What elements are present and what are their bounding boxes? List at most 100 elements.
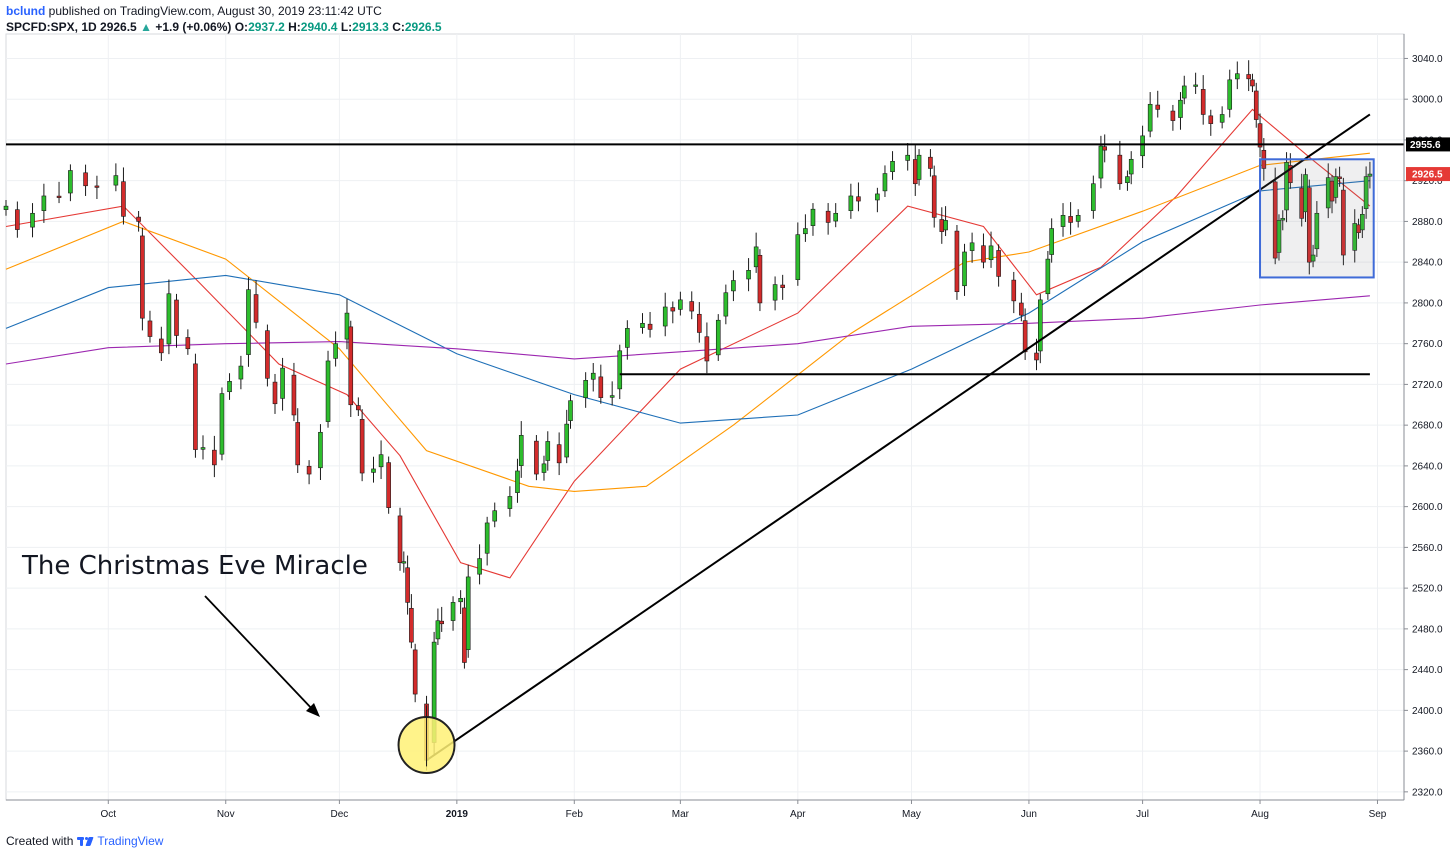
candle-body	[1019, 302, 1024, 316]
candle	[1341, 177, 1346, 266]
moving-average-line	[5, 108, 1371, 579]
candle-body	[541, 463, 547, 473]
y-tick-label: 2520.0	[1412, 584, 1443, 595]
price-change: +1.9 (+0.06%)	[155, 20, 232, 34]
resistance-price-label: 2955.6	[1410, 140, 1441, 151]
candle-body	[1250, 79, 1255, 87]
consolidation-box	[1259, 158, 1375, 279]
candle	[962, 243, 967, 296]
candle-body	[568, 400, 573, 421]
x-tick-label: Apr	[790, 809, 806, 820]
candle-body	[1170, 110, 1176, 121]
candle	[1125, 170, 1130, 191]
candle-body	[1045, 258, 1051, 295]
candle	[943, 206, 948, 237]
last-price: 2926.5	[100, 20, 137, 34]
tradingview-link[interactable]: TradingView	[97, 834, 164, 848]
moving-averages	[5, 108, 1371, 579]
candle	[371, 456, 376, 483]
candle-body	[1075, 215, 1081, 222]
candle	[1219, 106, 1225, 129]
candle	[212, 435, 217, 478]
candle-body	[113, 175, 119, 186]
candle-body	[678, 299, 683, 310]
candle	[697, 302, 702, 343]
candle	[359, 409, 365, 482]
candle	[625, 320, 630, 360]
candle-body	[882, 173, 888, 192]
y-tick-label: 3040.0	[1412, 54, 1443, 65]
candle-body	[344, 312, 350, 340]
candle	[1272, 167, 1278, 265]
candle	[1333, 168, 1339, 204]
y-tick-label: 2640.0	[1412, 461, 1443, 472]
y-tick-label: 2760.0	[1412, 339, 1443, 350]
candle-body	[545, 441, 551, 461]
candle	[545, 431, 551, 471]
trend-line	[425, 113, 1371, 762]
candle	[185, 329, 191, 355]
y-tick-label: 2360.0	[1412, 747, 1443, 758]
open-value: 2937.2	[248, 20, 285, 34]
candle-body	[1246, 74, 1251, 80]
candle-body	[534, 440, 539, 475]
y-tick-label: 2920.0	[1412, 176, 1443, 187]
candle-body	[1117, 154, 1123, 185]
chart-grid	[5, 33, 1405, 801]
author-name[interactable]: bclund	[6, 4, 46, 18]
candle-body	[306, 465, 312, 475]
candle-body	[272, 381, 278, 405]
low-label: L:	[340, 20, 353, 34]
publish-info: bclund published on TradingView.com, Aug…	[6, 4, 382, 18]
candle	[541, 455, 547, 481]
candle-body	[1034, 352, 1039, 361]
candle-body	[905, 154, 910, 161]
candle-body	[1337, 176, 1342, 179]
candle	[1049, 218, 1054, 263]
candle	[890, 151, 895, 180]
candle-body	[219, 393, 225, 455]
x-tick-label: Nov	[217, 809, 235, 820]
y-tick-label: 2840.0	[1412, 258, 1443, 269]
candle	[1360, 206, 1365, 239]
candle	[344, 298, 350, 350]
candle-body	[238, 365, 244, 380]
candle	[731, 270, 736, 302]
candle	[931, 165, 937, 228]
candle-body	[174, 299, 179, 336]
candle	[1352, 209, 1358, 263]
candle-body	[409, 608, 414, 643]
candle-body	[780, 284, 785, 288]
candle-body	[439, 620, 444, 625]
candle-body	[795, 234, 801, 280]
candle-body	[325, 360, 331, 422]
candle-body	[1360, 213, 1365, 231]
candle-body	[401, 561, 407, 564]
candle	[507, 486, 513, 517]
candle-body	[1280, 218, 1286, 221]
candle-body	[280, 367, 285, 399]
candle-body	[1178, 99, 1183, 118]
candle	[568, 394, 573, 429]
candle	[333, 331, 338, 367]
candle	[238, 355, 244, 390]
footer: Created with TradingView	[6, 834, 163, 848]
candle	[662, 292, 668, 337]
candle	[121, 167, 126, 225]
candle-body	[1288, 165, 1293, 184]
candle	[647, 311, 653, 338]
candle-body	[56, 195, 62, 198]
candle	[465, 564, 471, 658]
candle-body	[348, 326, 354, 406]
candle	[147, 310, 153, 343]
plot-area	[5, 33, 1405, 801]
candle-body	[757, 254, 763, 304]
candle-body	[3, 205, 9, 210]
candle	[492, 502, 498, 528]
candle	[397, 507, 403, 571]
moving-average-line	[5, 152, 1370, 492]
y-tick-label: 2800.0	[1412, 298, 1443, 309]
candle-body	[943, 220, 948, 231]
up-arrow-icon: ▲	[140, 20, 152, 34]
